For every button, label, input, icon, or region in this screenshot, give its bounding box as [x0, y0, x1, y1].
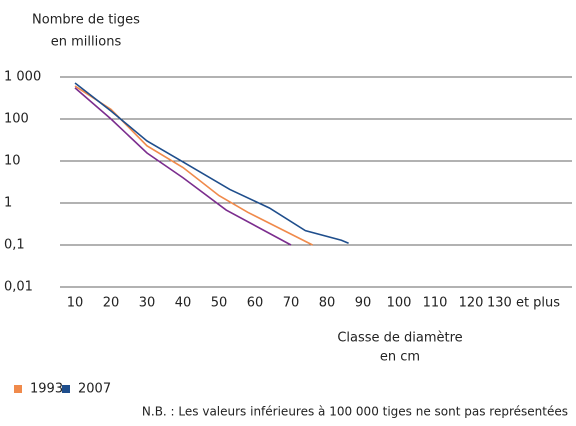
- x-tick-label: 10: [67, 296, 84, 311]
- x-tick-label: 130 et plus: [487, 296, 560, 311]
- x-axis-title: Classe de diamètre: [337, 331, 462, 346]
- y-tick-label: 0,1: [4, 238, 25, 253]
- x-tick-label: 20: [103, 296, 120, 311]
- x-tick-label: 70: [283, 296, 300, 311]
- x-tick-label: 90: [355, 296, 372, 311]
- x-tick-label: 120: [459, 296, 484, 311]
- y-axis-title: Nombre de tiges: [32, 13, 140, 28]
- x-tick-label: 110: [423, 296, 448, 311]
- x-tick-label: 50: [211, 296, 228, 311]
- series-line: [74, 82, 349, 244]
- y-tick-label: 100: [4, 112, 29, 127]
- series-line: [74, 87, 292, 246]
- legend-label: 2007: [78, 382, 111, 397]
- legend-swatch: [14, 385, 22, 393]
- legend-label: 1993: [30, 382, 63, 397]
- y-tick-label: 10: [4, 154, 21, 169]
- x-tick-label: 40: [175, 296, 192, 311]
- legend-swatch: [62, 385, 70, 393]
- note: N.B. : Les valeurs inférieures à 100 000…: [142, 405, 568, 419]
- x-tick-label: 60: [247, 296, 264, 311]
- x-tick-label: 100: [387, 296, 412, 311]
- x-axis-title: en cm: [380, 350, 420, 365]
- y-tick-label: 1: [4, 196, 12, 211]
- y-tick-label: 0,01: [4, 280, 33, 295]
- y-tick-label: 1 000: [4, 70, 41, 85]
- x-tick-label: 30: [139, 296, 156, 311]
- series-line: [74, 85, 313, 246]
- y-axis-title: en millions: [51, 35, 122, 50]
- x-tick-label: 80: [319, 296, 336, 311]
